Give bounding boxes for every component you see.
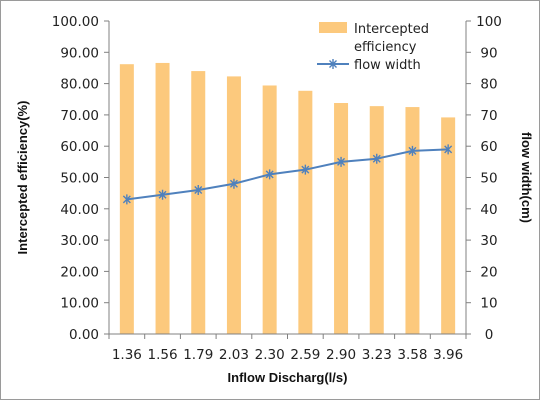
x-tick-label: 1.56 xyxy=(148,347,178,363)
y2-tick-label: 10 xyxy=(480,296,497,312)
bar xyxy=(441,117,456,335)
line-point xyxy=(229,178,238,189)
legend-label-line: flow width xyxy=(354,58,421,73)
legend-bar-swatch xyxy=(319,22,347,33)
x-tick-label: 2.03 xyxy=(219,347,249,363)
x-tick-label: 1.36 xyxy=(112,347,142,363)
y-tick-label: 70.00 xyxy=(60,108,99,124)
bar-series xyxy=(119,62,456,335)
x-tick-label: 2.30 xyxy=(255,347,285,363)
y2-axis-title: flow width(cm) xyxy=(519,132,534,223)
y-tick-label: 40.00 xyxy=(60,202,99,218)
y-tick-label: 30.00 xyxy=(60,233,99,249)
x-tick-label: 1.79 xyxy=(183,347,213,363)
line-point xyxy=(122,194,131,205)
y2-tick-label: 50 xyxy=(480,171,497,187)
bar xyxy=(191,71,206,334)
flow-width-line xyxy=(126,148,449,201)
bar xyxy=(298,90,313,334)
y2-tick-label: 0 xyxy=(485,327,494,343)
right-axis-ticks: 0 10 20 30 40 50 60 70 80 90 100 xyxy=(466,14,502,343)
x-tick-label: 3.23 xyxy=(362,347,392,363)
line-series xyxy=(122,144,453,205)
y-tick-label: 0.00 xyxy=(69,327,99,343)
x-axis-ticks: 1.36 1.56 1.79 2.03 2.30 2.59 2.90 3.23 3.58 3.96 xyxy=(108,334,467,363)
legend-label-bar-line1: Intercepted xyxy=(354,22,429,37)
x-tick-label: 3.58 xyxy=(397,347,427,363)
line-point xyxy=(337,156,346,167)
line-point xyxy=(408,145,417,156)
y2-tick-label: 90 xyxy=(480,45,497,61)
y2-tick-label: 60 xyxy=(480,139,497,155)
y-tick-label: 90.00 xyxy=(60,45,99,61)
line-point xyxy=(444,144,453,155)
y-tick-label: 100.00 xyxy=(52,14,99,30)
y-tick-label: 10.00 xyxy=(60,296,99,312)
bar xyxy=(262,85,277,334)
y-axis-title: Intercepted efficiency(%) xyxy=(15,101,30,255)
x-tick-label: 2.59 xyxy=(290,347,320,363)
y-tick-label: 50.00 xyxy=(60,171,99,187)
y2-tick-label: 40 xyxy=(480,202,497,218)
y-tick-label: 80.00 xyxy=(60,77,99,93)
line-point xyxy=(194,185,203,196)
bar xyxy=(226,76,241,334)
y2-tick-label: 30 xyxy=(480,233,497,249)
bar xyxy=(369,106,384,334)
x-tick-label: 3.96 xyxy=(433,347,463,363)
y-tick-label: 60.00 xyxy=(60,139,99,155)
x-axis-title: Inflow Discharg(l/s) xyxy=(228,370,348,385)
line-point xyxy=(372,153,381,164)
line-point xyxy=(301,164,310,175)
legend: Intercepted efficiency flow width xyxy=(317,22,429,73)
y-tick-label: 20.00 xyxy=(60,264,99,280)
y2-tick-label: 70 xyxy=(480,108,497,124)
y2-tick-label: 20 xyxy=(480,264,497,280)
line-point xyxy=(265,169,274,180)
x-tick-label: 2.90 xyxy=(326,347,356,363)
line-point xyxy=(158,189,167,200)
bar xyxy=(334,103,349,334)
legend-line-marker xyxy=(329,59,337,69)
left-axis-ticks: 0.00 10.00 20.00 30.00 40.00 50.00 60.00 70.00 8… xyxy=(52,14,109,343)
bar xyxy=(405,107,420,334)
y2-tick-label: 100 xyxy=(476,14,502,30)
legend-label-bar-line2: efficiency xyxy=(354,40,417,55)
y2-tick-label: 80 xyxy=(480,77,497,93)
